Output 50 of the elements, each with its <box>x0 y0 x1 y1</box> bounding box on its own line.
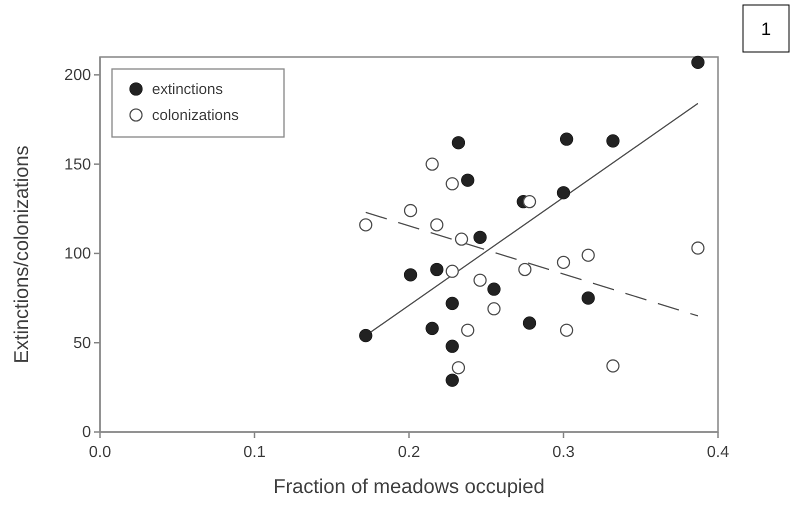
point <box>446 374 459 387</box>
y-tick-label: 50 <box>73 334 92 352</box>
point <box>430 262 444 276</box>
x-tick-label: 0.3 <box>552 444 575 461</box>
point <box>582 248 595 262</box>
x-axis-title: Fraction of meadows occupied <box>273 476 545 498</box>
text: 1 <box>760 19 772 39</box>
point <box>446 264 459 278</box>
x-tick-label: 0.2 <box>398 444 420 461</box>
point <box>487 282 501 296</box>
point <box>556 256 570 269</box>
point <box>556 186 570 200</box>
point <box>359 218 372 232</box>
point <box>359 328 372 342</box>
point <box>461 324 474 337</box>
y-tick-label: 200 <box>64 66 92 84</box>
point <box>461 174 474 187</box>
y-tick-label: 100 <box>64 246 92 263</box>
point <box>691 241 705 255</box>
y-axis-title: Extinctions/colonizations <box>11 146 33 364</box>
point <box>487 302 501 316</box>
x-tick-label: 0.0 <box>88 444 112 461</box>
point <box>473 274 487 287</box>
point <box>446 177 459 190</box>
x-tick-label: 0.4 <box>706 444 730 461</box>
x-tick-label: 0.1 <box>243 444 266 461</box>
point <box>582 291 595 305</box>
point <box>426 322 439 336</box>
point <box>454 232 468 246</box>
point <box>560 324 574 337</box>
legend-label: extinctions <box>152 81 223 98</box>
y-tick-label: 0 <box>82 424 92 442</box>
point <box>473 230 487 244</box>
point <box>606 134 620 148</box>
point <box>452 136 466 150</box>
point <box>518 262 532 276</box>
point <box>446 296 459 310</box>
point <box>426 158 439 171</box>
point <box>522 195 536 208</box>
point <box>446 340 459 353</box>
point <box>452 361 466 374</box>
y-tick-label: 150 <box>64 156 92 174</box>
point <box>691 56 705 69</box>
point <box>606 359 620 373</box>
legend-label: colonizations <box>152 107 239 124</box>
point <box>404 268 418 282</box>
point <box>404 204 418 218</box>
point <box>522 316 536 330</box>
point <box>560 132 574 146</box>
point <box>430 218 444 232</box>
